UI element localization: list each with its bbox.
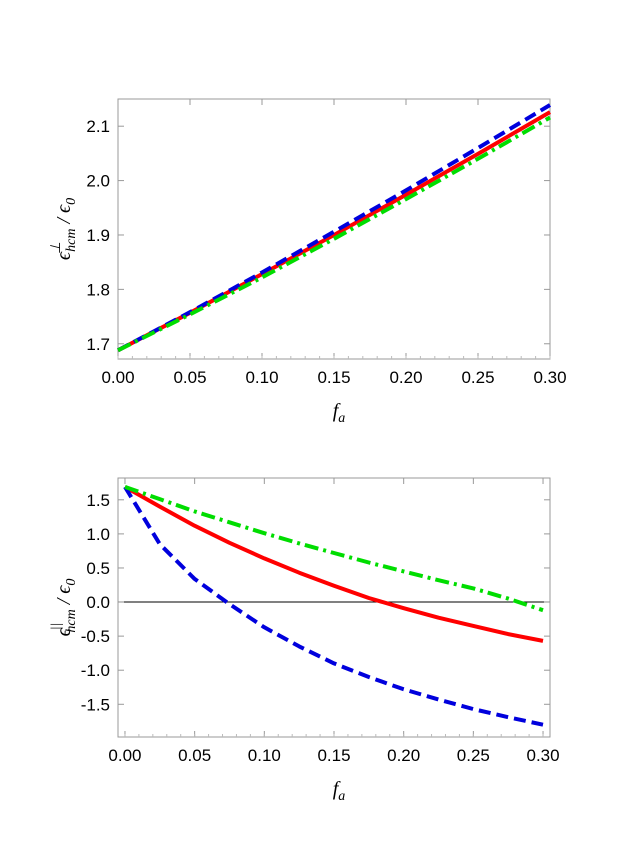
y-tick-label: 1.9 [86, 226, 110, 245]
x-tick-label: 0.30 [526, 746, 559, 765]
plot-frame [117, 98, 551, 360]
chart-parallel-permittivity: 0.00 0.05 0.10 0.15 0.20 0.25 0.30 1.5 1.0 0.5 0.0… [49, 477, 560, 804]
x-tick-label: 0.30 [533, 368, 566, 387]
y-tick-label: 0.5 [86, 559, 110, 578]
x-axis-label: fa [333, 400, 346, 426]
series-line-dashdot [117, 115, 551, 353]
x-tick-label: 0.05 [173, 368, 206, 387]
x-tick-label: 0.10 [245, 368, 278, 387]
x-tick-label: 0.15 [317, 746, 350, 765]
y-tick-label: -0.5 [81, 627, 110, 646]
x-tick-label: 0.20 [389, 368, 422, 387]
x-tick-label: 0.20 [387, 746, 420, 765]
x-tick-label: 0.25 [457, 746, 490, 765]
y-axis-label: ϵ⊥hcm / ϵ0 [49, 198, 79, 260]
series-line-dashdot [124, 485, 544, 613]
y-tick-label: -1.0 [81, 661, 110, 680]
x-tick-label: 0.25 [461, 368, 494, 387]
series-line-dashed [117, 103, 552, 353]
y-axis-label: ϵ||hcm / ϵ0 [49, 579, 79, 637]
y-tick-label: 0.0 [86, 593, 110, 612]
x-axis-label: fa [333, 778, 346, 804]
y-tick-label: -1.5 [81, 695, 110, 714]
y-tick-label: 1.0 [86, 525, 110, 544]
series-line-solid [124, 485, 544, 643]
x-tick-label: 0.15 [317, 368, 350, 387]
x-tick-label: 0.05 [178, 746, 211, 765]
chart-perpendicular-permittivity: 0.00 0.05 0.10 0.15 0.20 0.25 0.30 1.7 1.8 1.9 2.0… [49, 98, 567, 426]
x-tick-label: 0.00 [108, 746, 141, 765]
y-tick-label: 2.1 [86, 117, 110, 136]
plot-frame [117, 477, 551, 738]
y-tick-label: 1.5 [86, 491, 110, 510]
series-line-dashed [123, 485, 544, 727]
y-tick-label: 1.8 [86, 280, 110, 299]
y-tick-label: 1.7 [86, 335, 110, 354]
y-tick-label: 2.0 [86, 172, 110, 191]
x-tick-label: 0.10 [248, 746, 281, 765]
x-tick-label: 0.00 [101, 368, 134, 387]
